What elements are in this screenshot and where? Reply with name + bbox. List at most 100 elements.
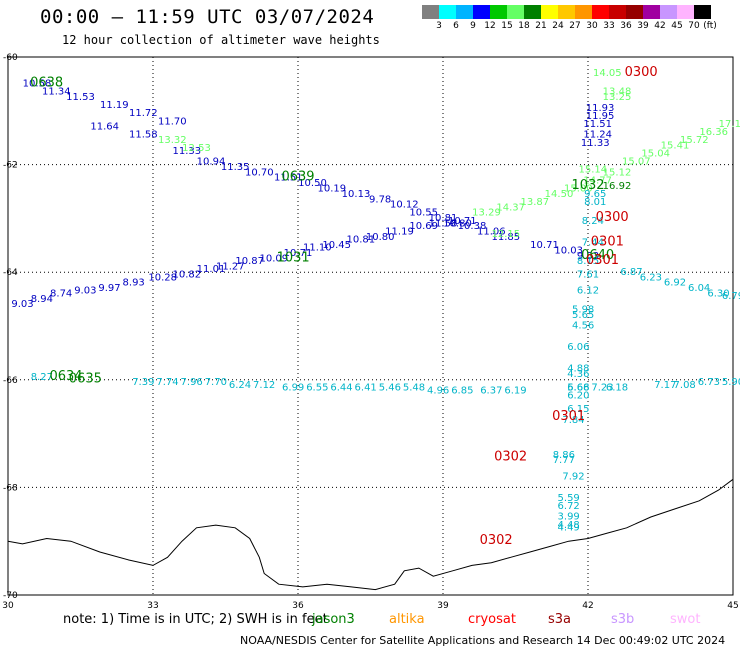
legend-swatch	[473, 5, 490, 19]
legend-swatch	[592, 5, 609, 19]
legend-label: 36	[620, 21, 632, 31]
wave-height-value: 10.81	[347, 235, 376, 246]
note-text: note: 1) Time is in UTC; 2) SWH is in fe…	[63, 612, 328, 627]
wave-height-value: 3.99	[558, 512, 580, 523]
wave-height-value: 11.51	[583, 119, 612, 130]
wave-height-value: 4.56	[572, 321, 594, 332]
wave-height-value: 10.80	[443, 218, 472, 229]
wave-height-value: 6.87	[620, 267, 642, 278]
wave-height-value: 5.46	[379, 383, 401, 394]
wave-height-value: 13.32	[158, 135, 187, 146]
legend-label: 15	[501, 21, 513, 31]
wave-height-value: 5.90	[722, 377, 740, 388]
legend-labels: 3 6 9 12 15 18 21 24 27 30 33 36 39 42 45 70 (ft)	[422, 19, 717, 31]
wave-height-value: 13.29	[472, 208, 501, 219]
wave-height-value: 16.36	[699, 127, 728, 138]
map-title: 00:00 – 11:59 UTC 03/07/2024	[40, 6, 375, 28]
wave-height-value: 4.48	[558, 520, 580, 531]
wave-height-value: 8.01	[584, 197, 606, 208]
legend-label: 30	[586, 21, 598, 31]
wave-height-value: 6.99	[282, 383, 304, 394]
wave-height-value: 6.85	[451, 385, 473, 396]
wave-height-value: 5.68	[567, 383, 589, 394]
legend-label: 42	[654, 21, 666, 31]
wave-height-value: 11.24	[583, 130, 612, 141]
legend-swatch	[422, 5, 439, 19]
wave-height-value: 7.92	[562, 471, 584, 482]
wave-height-value: 6.30	[707, 288, 729, 299]
wave-height-value: 11.27	[216, 262, 245, 273]
wave-height-value: 10.87	[235, 256, 264, 267]
lon-tick-label: 36	[292, 601, 304, 610]
wave-height-value: 10.55	[409, 208, 438, 219]
legend-swatch	[439, 5, 456, 19]
lat-tick-label: -70	[3, 591, 18, 601]
wave-height-value: 7.74	[156, 377, 178, 388]
pass-time-label: 0300	[596, 210, 629, 225]
pass-time-label: 0301	[586, 253, 619, 268]
wave-height-value: 9.03	[74, 286, 96, 297]
wave-height-value: 7.70	[205, 377, 227, 388]
wave-height-value: 10.28	[148, 272, 177, 283]
wave-height-map: 30 33 36 39 42 45 -60 -62 -64 -66 -68 -70 10.5811.34…	[2, 53, 740, 610]
legend-label: 33	[603, 21, 615, 31]
wave-height-value: 9.65	[584, 189, 606, 200]
wave-height-value: 9.03	[11, 299, 33, 310]
pass-time-label: 0640	[581, 248, 614, 263]
lon-tick-label: 42	[582, 601, 593, 610]
wave-height-value: 11.95	[586, 111, 615, 122]
wave-height-value: 11.70	[158, 116, 187, 127]
legend-label: 39	[637, 21, 649, 31]
wave-height-value: 14.50	[545, 189, 574, 200]
legend-label: 6	[453, 21, 459, 31]
wave-height-value: 4.96	[427, 385, 449, 396]
wave-height-value: 9.97	[98, 283, 120, 294]
wave-height-value: 10.94	[197, 157, 226, 168]
wave-height-value: 8.74	[50, 288, 72, 299]
coastline	[7, 478, 734, 591]
pass-time-label: 0635	[69, 371, 102, 386]
wave-height-value: 6.23	[640, 272, 662, 283]
wave-height-value: 6.72	[558, 501, 580, 512]
wave-height-value: 10.03	[554, 245, 583, 256]
wave-height-value: 15.07	[622, 157, 651, 168]
wave-height-value: 5.65	[572, 310, 594, 321]
wave-height-value: 11.51	[274, 173, 303, 184]
legend-label: 21	[535, 21, 547, 31]
wave-height-value: 8.94	[31, 294, 53, 305]
wave-height-value: 11.06	[477, 227, 506, 238]
legend-swatch	[575, 5, 592, 19]
wave-height-value: 7.17	[654, 380, 676, 391]
legend-swatch	[507, 5, 524, 19]
wave-height-value: 12.53	[182, 143, 211, 154]
wave-height-value: 11.10	[303, 243, 332, 254]
lat-tick-label: -64	[3, 268, 18, 278]
wave-height-value: 6.20	[567, 391, 589, 402]
wave-height-value: 11.53	[66, 92, 95, 103]
wave-height-value: 10.12	[390, 200, 419, 211]
wave-height-value: 10.13	[342, 189, 371, 200]
wave-height-value: 5.59	[558, 493, 580, 504]
wave-height-value: 8.86	[553, 450, 575, 461]
wave-height-value: 11.93	[586, 103, 615, 114]
wave-height-value: 12.15	[492, 229, 521, 240]
wave-height-value: 7.96	[181, 377, 203, 388]
legend-swatch	[541, 5, 558, 19]
lon-tick-label: 33	[147, 601, 158, 610]
wave-height-value: 11.19	[385, 227, 414, 238]
lon-tick-label: 39	[437, 601, 449, 610]
pass-time-label: 1032	[571, 178, 604, 193]
wave-height-value: 8.27	[31, 372, 53, 383]
wave-height-value: 7.39	[132, 377, 154, 388]
lat-tick-label: -60	[3, 53, 18, 63]
legend-swatch	[558, 5, 575, 19]
wave-height-value: 11.64	[90, 122, 119, 133]
wave-height-value: 10.70	[245, 167, 274, 178]
lat-tick-label: -66	[3, 376, 18, 386]
wave-height-value: 16.92	[603, 181, 632, 192]
wave-height-value: 10.80	[366, 232, 395, 243]
wave-height-value: 13.87	[521, 197, 550, 208]
wave-height-value: 10.71	[530, 240, 559, 251]
wave-height-value: 5.98	[572, 305, 594, 316]
wave-height-value: 14.77	[583, 175, 612, 186]
